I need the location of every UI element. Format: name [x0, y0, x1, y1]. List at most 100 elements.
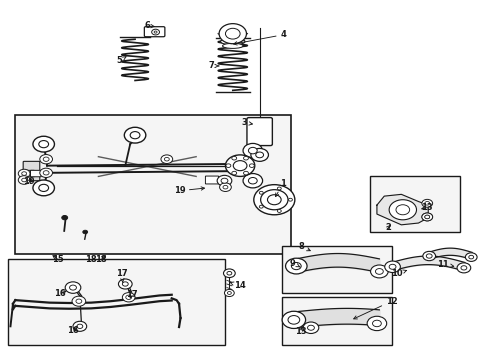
Circle shape: [367, 316, 387, 330]
Text: 18: 18: [85, 255, 97, 264]
Circle shape: [469, 255, 474, 259]
Circle shape: [33, 136, 54, 152]
Circle shape: [422, 199, 433, 207]
Circle shape: [286, 258, 307, 274]
Ellipse shape: [222, 43, 243, 48]
Polygon shape: [377, 194, 428, 225]
Circle shape: [225, 155, 255, 176]
Ellipse shape: [220, 39, 245, 45]
FancyBboxPatch shape: [205, 176, 219, 184]
Text: 13: 13: [295, 327, 307, 336]
Circle shape: [130, 132, 140, 139]
Circle shape: [233, 161, 247, 171]
FancyBboxPatch shape: [369, 176, 460, 232]
FancyBboxPatch shape: [282, 246, 392, 293]
Circle shape: [370, 265, 388, 278]
Circle shape: [426, 254, 432, 258]
Circle shape: [65, 282, 81, 293]
Circle shape: [375, 269, 383, 274]
Text: 11: 11: [437, 260, 454, 269]
Circle shape: [422, 213, 433, 221]
Circle shape: [277, 187, 281, 190]
Circle shape: [243, 174, 263, 188]
Text: 18: 18: [95, 255, 107, 264]
Circle shape: [425, 215, 430, 219]
Circle shape: [248, 147, 257, 154]
Text: 3: 3: [241, 118, 252, 127]
Circle shape: [249, 164, 254, 167]
Circle shape: [396, 205, 410, 215]
Circle shape: [232, 171, 237, 175]
Circle shape: [289, 198, 293, 201]
Circle shape: [152, 29, 159, 35]
Circle shape: [457, 263, 471, 273]
Circle shape: [268, 195, 281, 205]
FancyBboxPatch shape: [23, 161, 40, 171]
Circle shape: [126, 295, 132, 300]
Circle shape: [18, 176, 30, 184]
Circle shape: [40, 168, 52, 177]
Circle shape: [39, 140, 49, 148]
Text: 19: 19: [23, 177, 35, 186]
Circle shape: [154, 31, 157, 33]
Text: 1: 1: [275, 179, 286, 197]
Circle shape: [43, 157, 49, 161]
FancyBboxPatch shape: [23, 171, 40, 181]
Text: 19: 19: [174, 186, 204, 195]
Circle shape: [83, 230, 88, 234]
Circle shape: [261, 190, 288, 210]
FancyBboxPatch shape: [24, 170, 34, 177]
Circle shape: [288, 316, 300, 324]
Text: 6: 6: [145, 21, 154, 30]
Text: 16: 16: [54, 289, 66, 298]
Circle shape: [18, 169, 30, 178]
Circle shape: [466, 253, 477, 261]
Circle shape: [219, 24, 246, 44]
Circle shape: [227, 292, 231, 294]
Circle shape: [76, 299, 82, 303]
Circle shape: [22, 172, 26, 175]
Circle shape: [33, 180, 54, 196]
Text: 4: 4: [234, 30, 286, 45]
Circle shape: [259, 205, 263, 208]
Text: 8: 8: [298, 242, 310, 251]
Circle shape: [77, 324, 83, 328]
Circle shape: [248, 177, 257, 184]
Circle shape: [164, 157, 169, 161]
Circle shape: [303, 322, 319, 333]
FancyBboxPatch shape: [145, 27, 165, 37]
FancyBboxPatch shape: [247, 118, 272, 145]
Circle shape: [277, 210, 281, 212]
FancyBboxPatch shape: [282, 297, 392, 345]
Circle shape: [223, 185, 228, 189]
Circle shape: [227, 271, 232, 275]
Circle shape: [259, 191, 263, 194]
Circle shape: [223, 269, 235, 278]
Circle shape: [43, 171, 49, 175]
Circle shape: [232, 156, 237, 160]
Circle shape: [423, 251, 436, 261]
Text: 15: 15: [52, 255, 64, 264]
Circle shape: [122, 282, 128, 286]
Circle shape: [225, 28, 240, 39]
Text: 10: 10: [391, 269, 407, 278]
Circle shape: [70, 285, 76, 290]
Circle shape: [243, 143, 263, 158]
Text: 7: 7: [209, 62, 219, 71]
Circle shape: [282, 311, 306, 328]
Circle shape: [372, 320, 381, 327]
Circle shape: [72, 296, 86, 306]
Circle shape: [226, 164, 231, 167]
Circle shape: [22, 178, 26, 182]
Circle shape: [122, 293, 135, 302]
Text: 17: 17: [126, 290, 138, 299]
FancyBboxPatch shape: [8, 259, 225, 345]
Circle shape: [119, 279, 132, 289]
Circle shape: [39, 184, 49, 192]
Text: 12: 12: [354, 297, 397, 319]
Circle shape: [244, 171, 248, 175]
Circle shape: [62, 216, 68, 220]
Circle shape: [244, 156, 248, 160]
Circle shape: [251, 148, 269, 161]
Text: 16: 16: [67, 326, 79, 335]
